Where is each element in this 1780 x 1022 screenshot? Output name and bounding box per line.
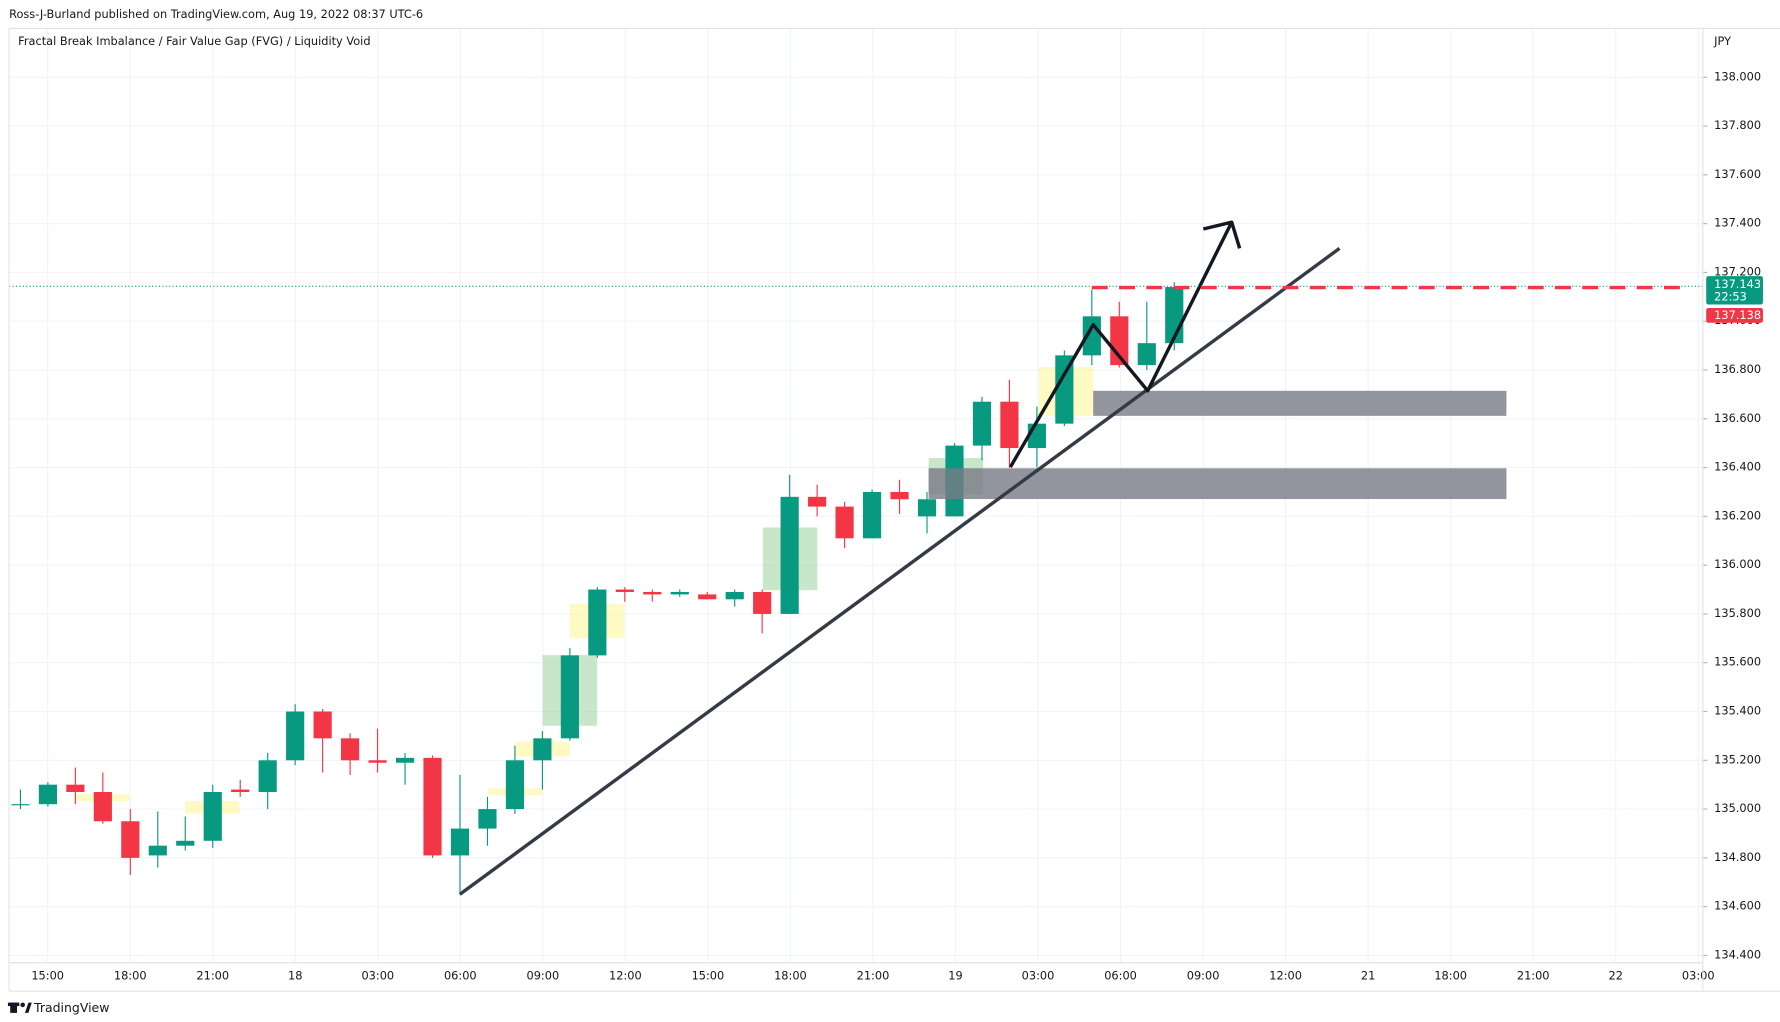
candle-body: [478, 809, 497, 829]
x-tick-label: 21:00: [1517, 968, 1550, 982]
liquidity-zone: [928, 468, 1507, 500]
y-tick-label: 135.200: [1714, 752, 1761, 766]
candle-body: [203, 791, 222, 841]
x-tick-label: 06:00: [1104, 968, 1137, 982]
currency: JPY: [1713, 34, 1731, 48]
x-tick-label: 18:00: [1434, 968, 1467, 982]
y-tick-label: 137.200: [1714, 264, 1761, 278]
candle-body: [1055, 355, 1074, 424]
brand: TradingView: [33, 1000, 109, 1015]
x-tick-label: 12:00: [609, 968, 642, 982]
last-price-label: 137.143: [1714, 277, 1761, 291]
y-tick-label: 134.400: [1714, 947, 1761, 961]
candle-body: [176, 840, 195, 846]
x-tick-label: 18:00: [774, 968, 807, 982]
candle-body: [1137, 343, 1156, 366]
candle-body: [835, 506, 854, 539]
candle-body: [368, 760, 387, 763]
candle-body: [560, 655, 579, 739]
y-tick-label: 135.000: [1714, 801, 1761, 815]
candle-body: [313, 711, 332, 739]
y-tick-label: 136.200: [1714, 508, 1761, 522]
y-tick-label: 136.800: [1714, 362, 1761, 376]
projection-arrow: [1008, 221, 1234, 468]
y-tick-label: 137.400: [1714, 216, 1761, 230]
y-tick-label: 137.600: [1714, 167, 1761, 181]
x-tick-label: 03:00: [361, 968, 394, 982]
candle-body: [972, 401, 992, 446]
x-tick-label: 22: [1609, 968, 1623, 982]
candle-body: [1027, 423, 1046, 449]
candle-body: [450, 828, 470, 856]
candle-body: [725, 591, 744, 600]
x-tick-label: 12:00: [1269, 968, 1302, 982]
candles: [11, 282, 1184, 893]
y-tick-label: 136.600: [1714, 411, 1761, 425]
bid-price-box: [1706, 307, 1763, 323]
candle-body: [505, 760, 525, 810]
chart-title: Fractal Break Imbalance / Fair Value Gap…: [18, 34, 370, 48]
candle-body: [121, 821, 140, 858]
x-tick-label: 19: [948, 968, 962, 982]
y-tick-label: 135.600: [1714, 655, 1761, 669]
y-tick-label: 135.800: [1714, 606, 1761, 620]
candle-body: [93, 791, 112, 822]
candle-body: [148, 845, 167, 856]
x-tick-label: 15:00: [31, 968, 64, 982]
candle-body: [670, 591, 689, 595]
x-tick-label: 15:00: [692, 968, 725, 982]
y-tick-label: 138.000: [1714, 69, 1761, 83]
candle-body: [698, 594, 717, 600]
trendline: [458, 246, 1341, 896]
candle-body: [258, 760, 277, 792]
candle-body: [395, 757, 415, 763]
x-tick-label: 09:00: [1187, 968, 1220, 982]
candle-body: [11, 804, 30, 806]
bid-price-label: 137.138: [1714, 308, 1761, 322]
candle-body: [862, 491, 882, 539]
candle-body: [917, 499, 937, 517]
last-price-box: [1706, 276, 1763, 305]
candle-body: [286, 711, 305, 761]
candle-body: [231, 789, 250, 792]
candle-body: [423, 757, 442, 856]
liquidity-zone: [1093, 390, 1507, 416]
candle-body: [38, 784, 57, 805]
candle-body: [808, 496, 827, 507]
candle-body: [66, 784, 85, 792]
x-tick-label: 18:00: [114, 968, 147, 982]
candle-body: [780, 496, 799, 614]
candle-body: [588, 589, 607, 656]
candle-body: [615, 589, 634, 592]
candle-body: [643, 591, 662, 595]
x-tick-label: 21:00: [196, 968, 229, 982]
candle-body: [753, 591, 772, 614]
y-tick-label: 135.400: [1714, 703, 1761, 717]
x-tick-label: 03:00: [1682, 968, 1715, 982]
y-tick-label: 134.600: [1714, 899, 1761, 913]
overlay: 134.400 134.600 134.800 135.000 135.200 135.4…: [9, 69, 1763, 982]
y-tick-label: 136.000: [1714, 557, 1761, 571]
countdown-label: 22:53: [1714, 290, 1747, 304]
candle-body: [890, 491, 909, 500]
y-tick-label: 137.800: [1714, 118, 1761, 132]
x-tick-label: 09:00: [527, 968, 560, 982]
y-tick-label: 136.400: [1714, 460, 1761, 474]
brand-logo: [7, 1002, 32, 1013]
candle-body: [341, 738, 360, 761]
x-tick-label: 03:00: [1022, 968, 1055, 982]
candle-body: [1000, 401, 1019, 449]
candle-body: [533, 738, 552, 761]
header: Ross-J-Burland published on TradingView.…: [9, 7, 423, 21]
x-tick-label: 18: [288, 968, 302, 982]
x-tick-label: 21:00: [857, 968, 890, 982]
x-tick-label: 21: [1361, 968, 1375, 982]
y-tick-label: 134.800: [1714, 850, 1761, 864]
arrow-head: [1202, 220, 1242, 249]
x-tick-label: 06:00: [444, 968, 477, 982]
